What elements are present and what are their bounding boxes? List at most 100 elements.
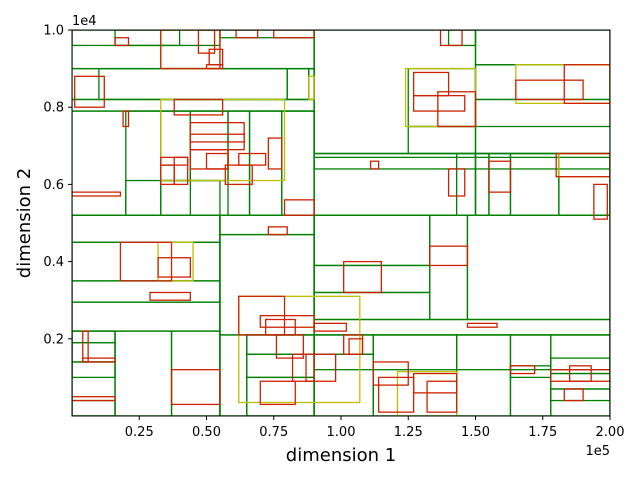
partition-rect-18 xyxy=(72,330,116,416)
partition-rect-16 xyxy=(72,280,221,303)
boxes-rect-60 xyxy=(569,365,592,382)
partition-rect-65 xyxy=(246,376,315,416)
partition-rect-3 xyxy=(72,67,315,101)
boxes-rect-26 xyxy=(369,160,380,170)
partition-rect-6 xyxy=(72,214,221,416)
partition-rect-45 xyxy=(313,156,610,170)
partition-rect-28 xyxy=(429,214,469,321)
boxes-rect-55 xyxy=(378,376,415,413)
partition-rect-20 xyxy=(170,330,221,416)
boxes-rect-2 xyxy=(173,98,224,116)
boxes-rect-4 xyxy=(189,133,245,143)
boxes-rect-34 xyxy=(157,257,192,278)
plot-frame xyxy=(71,29,611,417)
boxes-rect-54 xyxy=(372,361,409,386)
partition-rect-23 xyxy=(219,334,248,416)
boxes-rect-33 xyxy=(119,241,173,282)
partition-rect-68 xyxy=(160,179,192,216)
boxes-rect-48 xyxy=(305,353,315,382)
boxes-rect-12 xyxy=(267,137,283,170)
x-axis-offset-label: 1e5 xyxy=(585,444,610,459)
boxes-rect-28 xyxy=(488,160,512,193)
partition-rect-51 xyxy=(407,67,477,128)
boxes-rect-10 xyxy=(224,164,253,186)
partition-rect-63 xyxy=(246,334,315,355)
boxes-rect-1 xyxy=(122,110,130,128)
x-tick-label-1: 0.50 xyxy=(192,425,221,440)
boxes-rect-46 xyxy=(275,334,304,359)
boxes-rect-56 xyxy=(412,372,458,394)
partition-rect-36 xyxy=(125,110,162,216)
partition-rect-35 xyxy=(550,334,610,416)
partition-rect-25 xyxy=(313,214,431,267)
partition-rect-12 xyxy=(313,152,610,216)
partition-rect-14 xyxy=(72,214,221,243)
x-tick-label-7: 2.00 xyxy=(596,425,625,440)
partition-rect-52 xyxy=(407,125,477,155)
boxes-rect-19 xyxy=(273,30,315,39)
x-tick-label-3: 1.00 xyxy=(327,425,356,440)
boxes-rect-61 xyxy=(563,388,584,402)
partition-rect-57 xyxy=(72,342,116,363)
boxes-rect-24 xyxy=(437,91,477,128)
partition-rect-56 xyxy=(72,330,116,344)
boxes-rect-23 xyxy=(412,94,466,112)
y-tick-label-1: 0.4 xyxy=(43,255,64,270)
partition-rect-58 xyxy=(72,361,116,379)
partition-rect-42 xyxy=(98,67,288,101)
partition-rect-13 xyxy=(313,214,610,416)
highlight-rect-8 xyxy=(308,75,315,101)
partition-rect-17 xyxy=(72,301,221,332)
boxes-rect-5 xyxy=(189,149,229,170)
partition-rect-37 xyxy=(160,110,192,182)
boxes-rect-27 xyxy=(447,168,466,197)
partition-rect-71 xyxy=(313,334,610,371)
boxes-rect-0 xyxy=(74,75,105,108)
boxes-rect-39 xyxy=(466,322,498,328)
boxes-rect-11 xyxy=(238,152,267,166)
partition-rect-4 xyxy=(72,98,315,112)
highlight-rect-2 xyxy=(238,295,361,404)
partition-rect-10 xyxy=(474,64,610,101)
x-tick-label-4: 1.25 xyxy=(394,425,423,440)
y-tick-label-3: 0.8 xyxy=(43,101,64,116)
y-tick-label-0: 0.2 xyxy=(43,332,64,347)
y-tick-label-2: 0.6 xyxy=(43,178,64,193)
y-tick-label-4: 1.0 xyxy=(43,24,64,39)
partition-rect-5 xyxy=(72,110,315,216)
boxes-rect-32 xyxy=(593,183,608,220)
boxes-rect-51 xyxy=(72,396,116,402)
x-axis-ticks: 0.25 0.50 0.75 1.00 1.25 1.50 1.75 2.00 xyxy=(125,416,625,440)
boxes-rect-50 xyxy=(170,369,221,406)
partition-rect-38 xyxy=(189,110,229,182)
boxes-rect-25 xyxy=(439,30,463,47)
partition-rect-44 xyxy=(308,67,315,101)
partition-rect-2 xyxy=(219,30,315,39)
boxes-rect-45 xyxy=(348,338,364,355)
partition-rect-33 xyxy=(456,334,512,416)
boxes-rect-6 xyxy=(160,164,175,186)
y-axis-ticks: 0.2 0.4 0.6 0.8 1.0 xyxy=(43,24,72,347)
highlight-rect-5 xyxy=(515,64,610,104)
partition-rect-34 xyxy=(509,334,552,416)
partition-rect-69 xyxy=(313,353,374,416)
boxes-rect-43 xyxy=(313,322,348,332)
partition-rect-19 xyxy=(114,330,173,416)
boxes-rect-57 xyxy=(426,380,458,413)
y-axis-offset-label: 1e4 xyxy=(72,14,97,29)
boxes-rect-13 xyxy=(283,199,315,216)
partition-rect-46 xyxy=(456,152,477,216)
boxes-rect-21 xyxy=(72,191,122,197)
x-tick-label-2: 0.75 xyxy=(259,425,288,440)
boxes-rect-29 xyxy=(515,79,584,101)
boxes-rect-59 xyxy=(550,369,610,382)
boxes-rect-30 xyxy=(563,64,610,104)
x-axis-label: dimension 1 xyxy=(286,445,396,466)
boxes-rect-38 xyxy=(429,245,469,267)
partition-rect-47 xyxy=(474,152,490,216)
x-tick-label-6: 1.75 xyxy=(528,425,557,440)
boxes-rect-8 xyxy=(173,156,189,186)
partition-rect-49 xyxy=(509,152,560,216)
partition-rect-21 xyxy=(219,214,315,236)
boxes-rect-35 xyxy=(149,291,192,301)
